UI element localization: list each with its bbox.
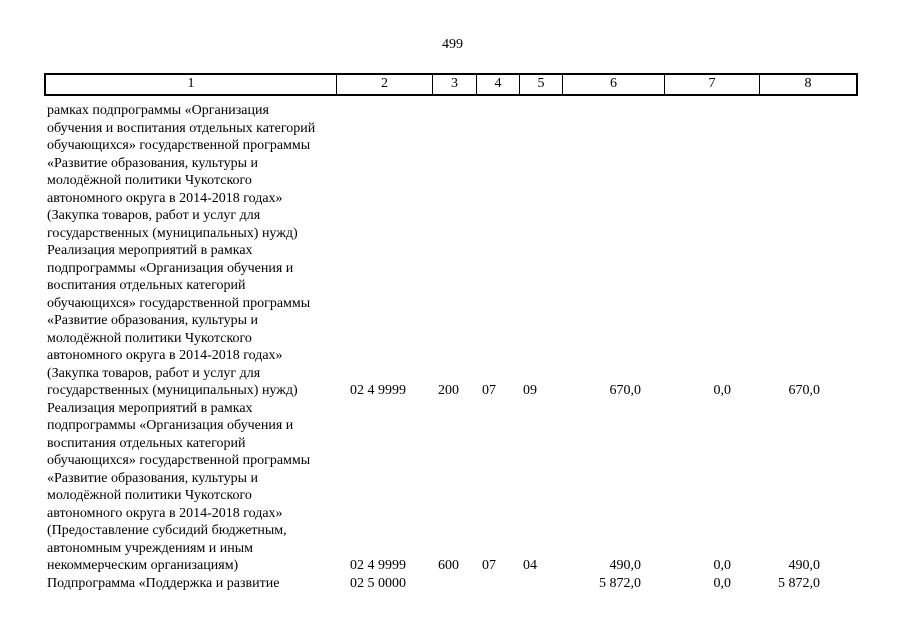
column-header-4: 4 — [477, 75, 520, 94]
budget-table: 1 2 3 4 5 6 7 8 рамках подпрограммы «Орг… — [44, 73, 858, 592]
cell-expense-type: 600 — [438, 558, 459, 573]
table-body: рамках подпрограммы «Организация обучени… — [44, 96, 858, 592]
column-header-6: 6 — [563, 75, 665, 94]
table-row: рамках подпрограммы «Организация обучени… — [44, 102, 858, 242]
cell-section: 07 — [482, 383, 496, 398]
cell-amount-federal: 0,0 — [713, 383, 732, 398]
cell-subsection: 04 — [523, 558, 537, 573]
table-header-row: 1 2 3 4 5 6 7 8 — [44, 73, 858, 96]
cell-entry-name: Реализация мероприятий в рамках подпрогр… — [47, 400, 311, 574]
cell-target-item-code: 02 4 9999 — [350, 383, 406, 398]
cell-subsection: 09 — [523, 383, 537, 398]
table-row: Реализация мероприятий в рамках подпрогр… — [44, 242, 858, 400]
cell-amount-total: 490,0 — [609, 558, 642, 573]
cell-section: 07 — [482, 558, 496, 573]
cell-amount-total: 5 872,0 — [599, 575, 641, 591]
column-header-1: 1 — [46, 75, 337, 94]
cell-amount-regional: 670,0 — [788, 383, 821, 398]
column-header-7: 7 — [665, 75, 760, 94]
cell-amount-total: 670,0 — [609, 383, 642, 398]
cell-amount-federal: 0,0 — [713, 575, 732, 591]
table-row: Подпрограмма «Поддержка и развитие 02 5 … — [44, 575, 858, 593]
column-header-8: 8 — [804, 76, 812, 91]
cell-amount-regional: 5 872,0 — [778, 575, 820, 591]
cell-entry-name: Реализация мероприятий в рамках подпрогр… — [47, 243, 311, 398]
cell-target-item-code: 02 5 0000 — [350, 575, 406, 591]
cell-entry-name: рамках подпрограммы «Организация обучени… — [47, 103, 316, 241]
cell-amount-federal: 0,0 — [713, 558, 732, 573]
cell-amount-regional: 490,0 — [788, 558, 821, 573]
table-row: Реализация мероприятий в рамках подпрогр… — [44, 400, 858, 575]
cell-entry-name: Подпрограмма «Поддержка и развитие — [47, 575, 280, 591]
cell-target-item-code: 02 4 9999 — [350, 558, 406, 573]
column-header-5: 5 — [520, 75, 563, 94]
page-number: 499 — [442, 37, 463, 52]
column-header-2: 2 — [337, 75, 433, 94]
cell-expense-type: 200 — [438, 383, 459, 398]
column-header-3: 3 — [433, 75, 477, 94]
